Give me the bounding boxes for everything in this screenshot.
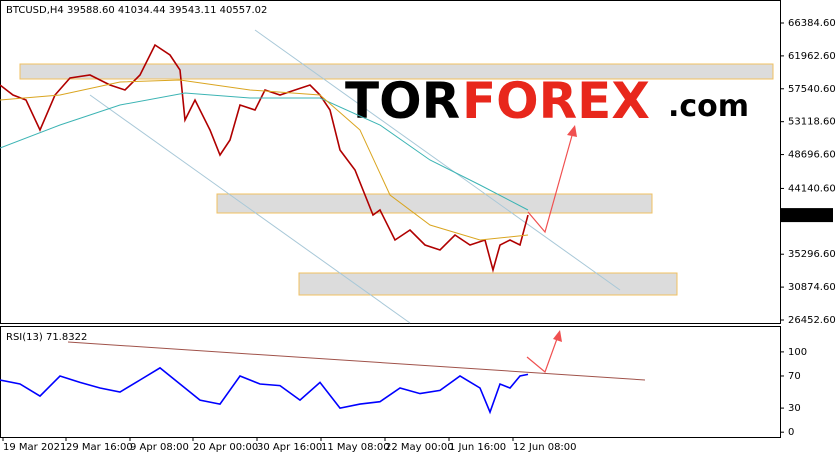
y-tick-label: 0: [788, 427, 794, 438]
y-tick-label: 66384.60: [788, 18, 836, 29]
price-marker: [781, 208, 833, 223]
series-line: [0, 366, 529, 415]
price-label: 40557.02: [784, 210, 832, 221]
x-tick-label: 12 Jun 08:00: [513, 442, 577, 453]
rsi-pane: [0, 326, 781, 438]
x-tick-label: 9 Apr 08:00: [130, 442, 189, 453]
x-tick-label: 20 Apr 00:00: [193, 442, 258, 453]
y-tick-label: 53118.60: [788, 117, 836, 128]
x-tick-label: 29 Mar 16:00: [66, 442, 133, 453]
forecast-arrow: [526, 335, 559, 374]
arrow-head: [567, 125, 577, 137]
price-pane: [0, 0, 781, 324]
pane-title: BTCUSD,H4 39588.60 41034.44 39543.11 405…: [6, 5, 267, 16]
y-tick-label: 70: [788, 371, 801, 382]
y-tick-label: 100: [788, 347, 807, 358]
y-tick-label: 30: [788, 403, 801, 414]
resistance-zone: [216, 193, 653, 214]
x-tick-label: 1 Jun 16:00: [449, 442, 506, 453]
y-tick-label: 48696.60: [788, 150, 836, 161]
forecast-arrow: [527, 131, 574, 234]
watermark: TOR FOREX .com: [345, 72, 749, 130]
arrow-head: [553, 330, 562, 342]
watermark-text: FOREX: [462, 72, 650, 130]
series-line: [0, 92, 529, 211]
series-line: [0, 79, 529, 241]
pane-title: RSI(13) 71.8322: [6, 332, 87, 343]
channel-line: [89, 94, 411, 324]
x-tick-label: 11 May 08:00: [321, 442, 390, 453]
x-tick-label: 19 Mar 2021: [3, 442, 66, 453]
y-tick-label: 30874.60: [788, 282, 836, 293]
series-line: [0, 43, 529, 274]
watermark-text: TOR: [345, 72, 460, 130]
y-tick-label: 61962.60: [788, 51, 836, 62]
rsi-trendline: [67, 341, 646, 381]
channel-line: [254, 29, 621, 291]
y-tick-label: 57540.60: [788, 84, 836, 95]
resistance-zone: [19, 63, 774, 80]
x-tick-label: 22 May 00:00: [385, 442, 454, 453]
y-tick-label: 44140.60: [788, 183, 836, 194]
y-tick-label: 26452.60: [788, 315, 836, 326]
x-tick-label: 30 Apr 16:00: [257, 442, 322, 453]
y-tick-label: 35296.60: [788, 249, 836, 260]
support-zone: [298, 272, 678, 296]
watermark-text: .com: [668, 89, 749, 124]
